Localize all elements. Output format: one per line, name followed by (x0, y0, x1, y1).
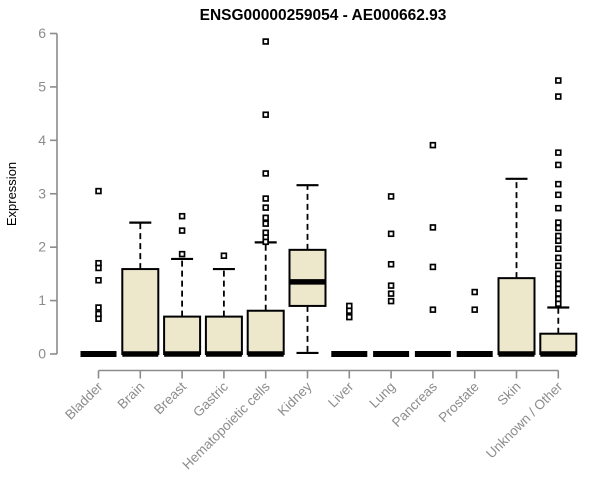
x-tick-label-bladder: Bladder (62, 379, 106, 423)
x-tick-label-brain: Brain (115, 379, 148, 412)
box-lung (373, 193, 410, 357)
x-tick-label-skin: Skin (494, 379, 523, 408)
outlier-point (555, 300, 562, 308)
outlier-point (178, 212, 186, 220)
box-gastric (204, 252, 243, 357)
box-unknown-other (539, 77, 578, 357)
outlier-point (555, 161, 562, 169)
outlier-point (387, 193, 395, 200)
outlier-point (178, 250, 186, 258)
outlier-point (555, 180, 562, 188)
outlier-point (95, 304, 102, 311)
outlier-point (387, 297, 395, 305)
outlier-point (429, 224, 437, 231)
outlier-point (262, 204, 269, 211)
outlier-point (178, 227, 186, 234)
x-tick-label-kidney: Kidney (275, 379, 315, 419)
box-kidney (288, 184, 327, 355)
outlier-point (555, 254, 562, 262)
y-tick-label: 2 (38, 239, 46, 255)
y-tick-label: 5 (38, 78, 46, 94)
outlier-point (262, 38, 269, 45)
outlier-point (555, 245, 562, 253)
outlier-point (387, 261, 395, 268)
outlier-point (262, 195, 269, 202)
outlier-point (555, 77, 562, 84)
outlier-point (262, 111, 269, 118)
x-tick-label-liver: Liver (325, 379, 357, 411)
x-tick-label-gastric: Gastric (190, 379, 231, 420)
box-bladder (80, 187, 117, 357)
x-tick-label-pancreas: Pancreas (389, 379, 440, 430)
x-tick-label-unknown-other: Unknown / Other (483, 379, 566, 462)
box-skin (497, 177, 536, 357)
box-rect (497, 277, 536, 356)
outlier-point (471, 306, 478, 313)
outlier-point (387, 230, 395, 238)
outlier-point (555, 149, 562, 156)
box-hematopoietic-cells (246, 38, 285, 357)
outlier-point (95, 187, 102, 195)
y-axis-title: Expression (4, 162, 19, 226)
outlier-point (220, 252, 228, 259)
outlier-point (387, 290, 395, 297)
outlier-point (555, 262, 562, 270)
box-rect (246, 309, 285, 356)
outlier-point (555, 191, 562, 199)
box-rect (288, 248, 327, 307)
outlier-point (555, 275, 562, 282)
chart-title: ENSG00000259054 - AE000662.93 (200, 7, 447, 24)
outlier-point (555, 290, 562, 297)
box-liver (331, 302, 368, 357)
y-tick-label: 0 (38, 346, 46, 362)
box-rect (539, 332, 578, 355)
box-breast (163, 212, 202, 357)
x-tick-label-breast: Breast (151, 379, 189, 417)
outlier-point (471, 288, 478, 296)
outlier-point (429, 306, 437, 313)
box-rect (204, 315, 243, 356)
outlier-point (555, 219, 562, 226)
outlier-point (95, 315, 102, 322)
outlier-point (555, 93, 562, 100)
outlier-point (95, 264, 102, 272)
outlier-point (262, 170, 269, 177)
outlier-point (387, 282, 395, 289)
box-brain (121, 221, 160, 357)
outlier-point (262, 220, 269, 227)
outlier-point (429, 263, 437, 271)
outlier-point (555, 204, 562, 212)
box-rect (163, 315, 202, 356)
y-tick-label: 4 (38, 132, 46, 148)
box-pancreas (414, 141, 451, 357)
outlier-point (555, 237, 562, 245)
outlier-point (262, 238, 269, 246)
outlier-point (95, 277, 102, 284)
outlier-point (555, 224, 562, 232)
y-tick-label: 1 (38, 292, 46, 308)
box-prostate (456, 288, 493, 357)
y-tick-label: 3 (38, 185, 46, 201)
box-rect (121, 268, 160, 356)
x-tick-label-lung: Lung (366, 379, 398, 411)
outlier-point (346, 313, 353, 321)
outlier-point (346, 307, 353, 314)
y-tick-label: 6 (38, 25, 46, 41)
outlier-point (262, 214, 269, 222)
x-tick-label-prostate: Prostate (436, 379, 482, 425)
outlier-point (429, 141, 437, 149)
